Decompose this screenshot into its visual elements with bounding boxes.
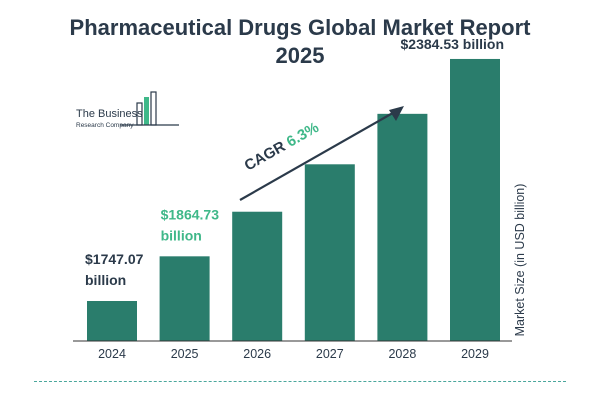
bar-2025 (159, 256, 210, 341)
data-label-unit-2025: billion (161, 227, 202, 243)
logo-bar-2-icon (144, 97, 149, 125)
cagr-arrow-line (239, 109, 399, 201)
x-axis-ticks: 2024 2025 2026 2027 2028 2029 (98, 347, 489, 361)
bar-2026 (232, 211, 283, 341)
data-label-2025: $1864.73 (161, 206, 220, 222)
x-tick-label-2024: 2024 (98, 347, 126, 361)
cagr-text: CAGR (242, 136, 292, 175)
company-logo: The Business Research Company (76, 91, 179, 129)
x-tick-label-2028: 2028 (388, 347, 416, 361)
bottom-divider (34, 381, 566, 382)
chart-title-line1: Pharmaceutical Drugs Global Market Repor… (69, 15, 531, 40)
logo-bar-3-icon (150, 91, 157, 126)
x-tick-label-2027: 2027 (316, 347, 344, 361)
cagr-arrowhead-icon (389, 106, 404, 121)
chart-title: Pharmaceutical Drugs Global Market Repor… (0, 14, 600, 70)
y-axis-label: Market Size (in USD billion) (513, 184, 527, 337)
data-label-2024: $1747.07 (85, 251, 144, 267)
bar-2029 (450, 58, 500, 342)
data-labels: $1747.07 billion $1864.73 billion $2384.53 b… (85, 36, 504, 288)
x-tick-label-2025: 2025 (171, 347, 199, 361)
x-tick-label-2029: 2029 (461, 347, 489, 361)
bar-2024 (87, 301, 137, 341)
bars-group (73, 58, 512, 342)
data-label-2029: $2384.53 billion (401, 36, 505, 52)
bar-2027 (304, 164, 355, 341)
x-tick-label-2026: 2026 (243, 347, 271, 361)
data-label-unit-2024: billion (85, 272, 126, 288)
logo-text-line1: The Business (76, 108, 143, 120)
bar-2028 (377, 113, 428, 342)
chart-title-line2: 2025 (275, 43, 325, 68)
logo-text-line2: Research Company (76, 122, 134, 129)
cagr-value: 6.3% (284, 119, 322, 151)
